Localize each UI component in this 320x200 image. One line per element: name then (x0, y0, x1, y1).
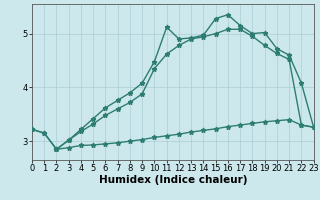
X-axis label: Humidex (Indice chaleur): Humidex (Indice chaleur) (99, 175, 247, 185)
